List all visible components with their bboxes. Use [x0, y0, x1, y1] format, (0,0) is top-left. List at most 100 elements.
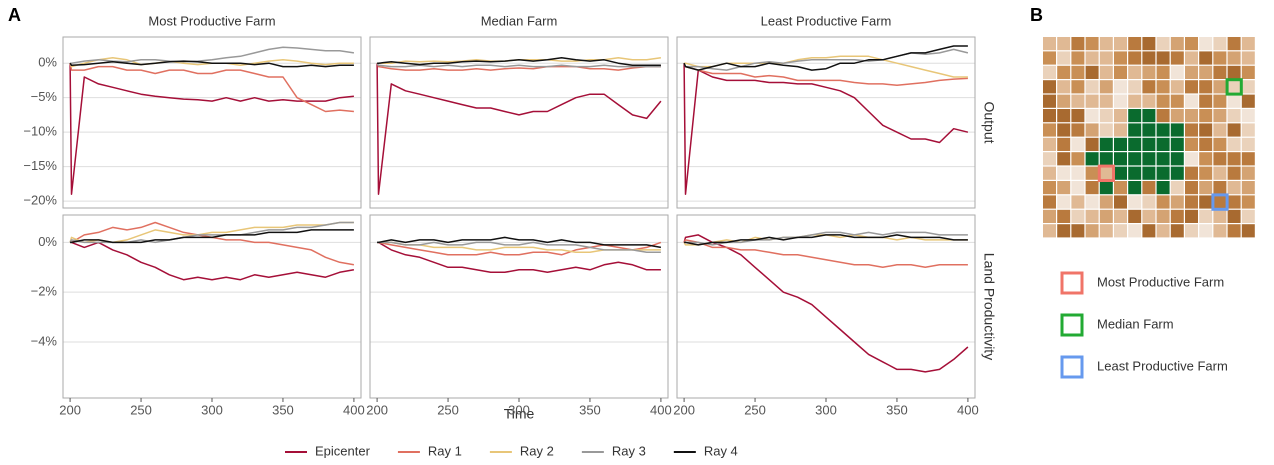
- map-cell: [1241, 152, 1255, 166]
- map-cell: [1185, 224, 1198, 238]
- map-cell: [1142, 37, 1156, 51]
- map-cell: [1128, 65, 1142, 79]
- legend-label: Ray 4: [704, 443, 738, 458]
- map-cell: [1057, 224, 1071, 238]
- map-cell: [1199, 80, 1213, 94]
- map-cell: [1114, 224, 1127, 238]
- map-highlight: [1225, 78, 1243, 96]
- legend-label: Ray 2: [520, 443, 554, 458]
- map-cell: [1156, 94, 1170, 108]
- map-cell: [1057, 181, 1071, 195]
- column-title: Median Farm: [481, 13, 558, 28]
- map-cell: [1185, 209, 1198, 223]
- series-line: [69, 63, 354, 195]
- map-cell: [1213, 166, 1227, 180]
- series-line: [377, 241, 662, 256]
- map-cell: [1213, 109, 1227, 123]
- series-line: [683, 234, 969, 373]
- map-cell: [1099, 166, 1113, 180]
- map-cell: [1199, 123, 1213, 137]
- x-tick-label: 200: [673, 402, 695, 417]
- map-cell: [1043, 224, 1056, 238]
- y-tick-label: −15%: [23, 158, 57, 173]
- map-cell: [1156, 181, 1170, 195]
- map-cell: [1043, 51, 1056, 65]
- map-cell: [1185, 152, 1198, 166]
- map-cell: [1185, 94, 1198, 108]
- map-cell: [1142, 94, 1156, 108]
- map-cell: [1170, 123, 1184, 137]
- map-cell: [1227, 195, 1241, 209]
- x-tick-label: 400: [650, 402, 672, 417]
- map-cell: [1114, 94, 1127, 108]
- map-cell: [1241, 209, 1255, 223]
- map-cell: [1043, 181, 1056, 195]
- column-title: Most Productive Farm: [148, 13, 275, 28]
- series-line: [683, 62, 968, 87]
- map-cell: [1156, 137, 1170, 151]
- series-line: [683, 63, 969, 195]
- series-line: [70, 241, 355, 281]
- map-cell: [1241, 224, 1255, 238]
- map-cell: [1241, 80, 1255, 94]
- series-line: [70, 46, 355, 64]
- map-cell: [1071, 209, 1085, 223]
- series-line: [70, 229, 354, 244]
- x-tick-label: 250: [130, 402, 152, 417]
- map-cell: [1170, 181, 1184, 195]
- map-cell: [1057, 123, 1071, 137]
- series-line: [69, 56, 354, 68]
- map-cell: [1071, 109, 1085, 123]
- map-cell: [1071, 51, 1085, 65]
- map-cell: [1099, 181, 1113, 195]
- map-cell: [1156, 209, 1170, 223]
- panel-border: [676, 36, 976, 209]
- map-cell: [1057, 109, 1071, 123]
- map-cell: [1156, 123, 1170, 137]
- panel-border: [62, 36, 362, 209]
- map-cell: [1170, 51, 1184, 65]
- map-cell: [1114, 51, 1127, 65]
- map-cell: [1085, 80, 1099, 94]
- map-cell: [1241, 94, 1255, 108]
- map-cell: [1185, 80, 1198, 94]
- map-cell: [1099, 209, 1113, 223]
- map-cell: [1199, 37, 1213, 51]
- map-cell: [1213, 181, 1227, 195]
- column-title: Least Productive Farm: [761, 13, 892, 28]
- map-cell: [1227, 51, 1241, 65]
- map-cell: [1099, 109, 1113, 123]
- map-cell: [1241, 181, 1255, 195]
- map-cell: [1213, 80, 1227, 94]
- map-cell: [1241, 137, 1255, 151]
- map-cell: [1085, 224, 1099, 238]
- map-cell: [1085, 37, 1099, 51]
- x-tick-label: 200: [366, 402, 388, 417]
- map-cell: [1043, 152, 1056, 166]
- map-cell: [1057, 137, 1071, 151]
- map-cell: [1241, 123, 1255, 137]
- map-cell: [1043, 109, 1056, 123]
- map-cell: [1057, 65, 1071, 79]
- map-cell: [1114, 209, 1127, 223]
- map-legend-label: Median Farm: [1097, 316, 1174, 331]
- map-cell: [1128, 80, 1142, 94]
- map-cell: [1071, 166, 1085, 180]
- map-cell: [1227, 137, 1241, 151]
- map-cell: [1085, 195, 1099, 209]
- x-tick-label: 350: [886, 402, 908, 417]
- map-cell: [1085, 94, 1099, 108]
- map-cell: [1170, 195, 1184, 209]
- map-cell: [1043, 209, 1056, 223]
- map-legend-label: Most Productive Farm: [1097, 274, 1224, 289]
- x-tick-label: 400: [343, 402, 365, 417]
- map-cell: [1057, 80, 1071, 94]
- map-cell: [1213, 37, 1227, 51]
- map-cell: [1185, 123, 1198, 137]
- map-cell: [1170, 166, 1184, 180]
- map-cell: [1071, 195, 1085, 209]
- map-cell: [1170, 94, 1184, 108]
- map-cell: [1114, 80, 1127, 94]
- map-cell: [1142, 166, 1156, 180]
- x-tick-label: 250: [437, 402, 459, 417]
